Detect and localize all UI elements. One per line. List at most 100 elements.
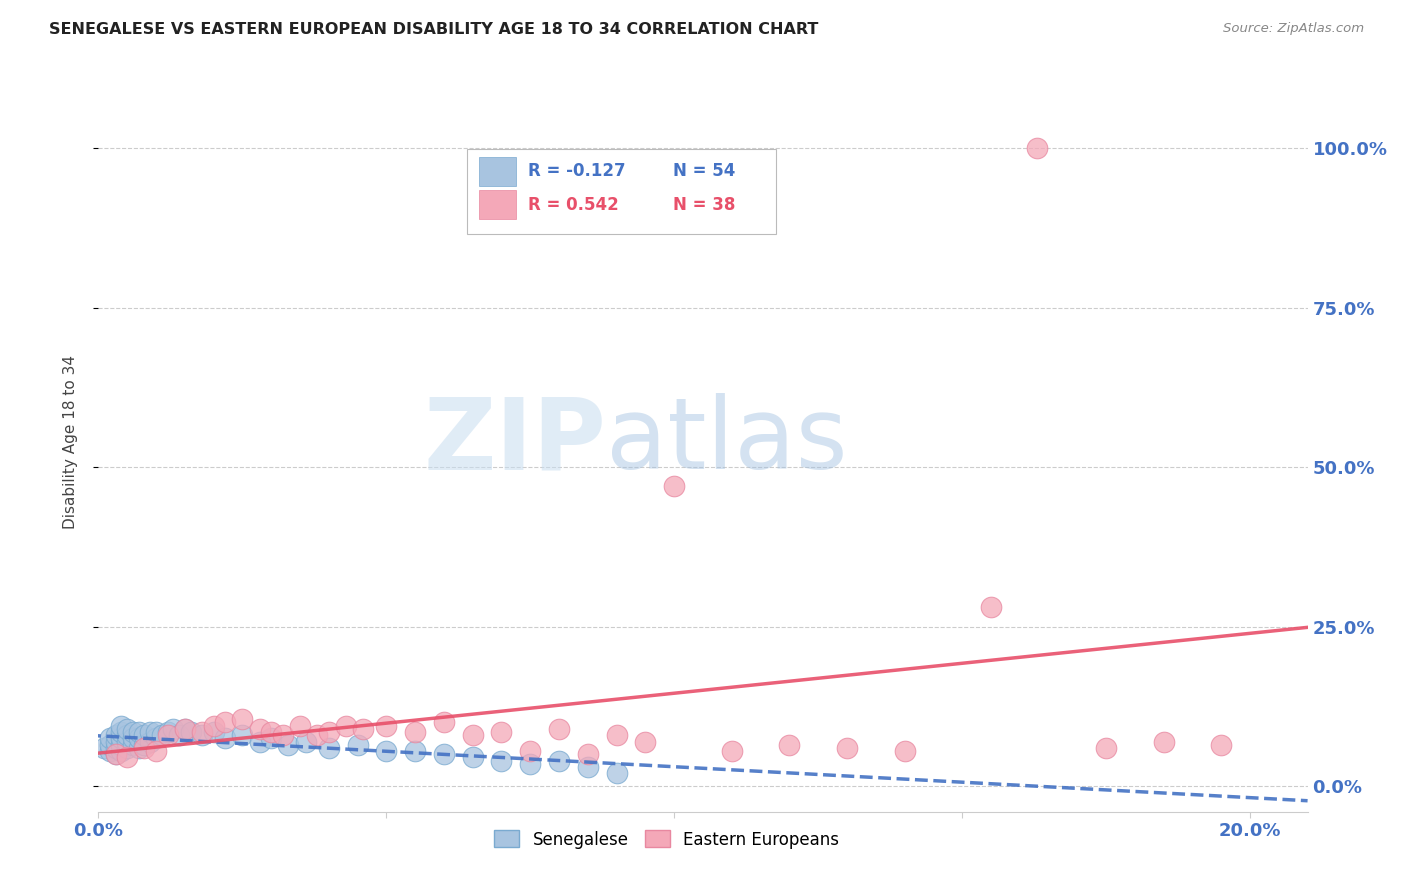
Point <box>104 734 127 748</box>
Point <box>433 715 456 730</box>
Point <box>128 725 150 739</box>
Point <box>576 747 599 762</box>
Text: R = -0.127: R = -0.127 <box>527 162 626 180</box>
Point <box>156 725 179 739</box>
Point <box>173 722 195 736</box>
Point <box>115 740 138 755</box>
Point <box>93 740 115 755</box>
Text: N = 54: N = 54 <box>672 162 735 180</box>
Point <box>346 738 368 752</box>
Point <box>110 731 132 746</box>
Point <box>191 725 214 739</box>
Point <box>277 738 299 752</box>
Point <box>1026 141 1049 155</box>
Point <box>180 725 202 739</box>
Point <box>352 722 374 736</box>
Text: R = 0.542: R = 0.542 <box>527 195 619 213</box>
Point <box>778 738 800 752</box>
Bar <box>479 190 516 219</box>
Point <box>214 731 236 746</box>
Point <box>318 740 340 755</box>
Point <box>122 738 145 752</box>
Point <box>150 728 173 742</box>
Point <box>606 766 628 780</box>
Point <box>115 722 138 736</box>
Point <box>519 744 541 758</box>
Point <box>115 734 138 748</box>
Point <box>231 712 253 726</box>
Point <box>134 740 156 755</box>
Point <box>260 725 283 739</box>
Point <box>1153 734 1175 748</box>
Point <box>548 722 571 736</box>
Point <box>128 731 150 746</box>
Legend: Senegalese, Eastern Europeans: Senegalese, Eastern Europeans <box>488 823 846 855</box>
Point <box>461 728 484 742</box>
Text: SENEGALESE VS EASTERN EUROPEAN DISABILITY AGE 18 TO 34 CORRELATION CHART: SENEGALESE VS EASTERN EUROPEAN DISABILIT… <box>49 22 818 37</box>
Point <box>98 744 121 758</box>
Point <box>307 728 329 742</box>
Text: Source: ZipAtlas.com: Source: ZipAtlas.com <box>1223 22 1364 36</box>
Point <box>893 744 915 758</box>
Point <box>271 728 294 742</box>
Point <box>634 734 657 748</box>
Point <box>110 744 132 758</box>
Point <box>202 718 225 732</box>
Point <box>162 722 184 736</box>
Point <box>491 754 513 768</box>
Point <box>167 728 190 742</box>
Bar <box>479 156 516 186</box>
Point <box>461 750 484 764</box>
Point <box>288 718 311 732</box>
Point <box>606 728 628 742</box>
Y-axis label: Disability Age 18 to 34: Disability Age 18 to 34 <box>63 354 77 529</box>
Point <box>134 738 156 752</box>
Point <box>375 744 398 758</box>
Point <box>576 760 599 774</box>
Point <box>191 728 214 742</box>
Point <box>260 731 283 746</box>
Point <box>122 731 145 746</box>
Point <box>433 747 456 762</box>
Point <box>115 728 138 742</box>
Point <box>104 747 127 762</box>
Point <box>139 725 162 739</box>
Point <box>1095 740 1118 755</box>
Point <box>249 722 271 736</box>
Text: atlas: atlas <box>606 393 848 490</box>
Point <box>104 740 127 755</box>
Text: N = 38: N = 38 <box>672 195 735 213</box>
Point <box>156 728 179 742</box>
Point <box>104 747 127 762</box>
Point <box>98 731 121 746</box>
Point <box>110 718 132 732</box>
Point <box>1211 738 1233 752</box>
Point <box>404 744 426 758</box>
Point <box>335 718 357 732</box>
Point <box>980 600 1002 615</box>
FancyBboxPatch shape <box>467 149 776 235</box>
Point <box>145 744 167 758</box>
Point <box>214 715 236 730</box>
Point <box>145 725 167 739</box>
Point <box>294 734 316 748</box>
Point <box>98 738 121 752</box>
Point <box>519 756 541 771</box>
Text: ZIP: ZIP <box>423 393 606 490</box>
Point <box>173 722 195 736</box>
Point <box>110 725 132 739</box>
Point <box>249 734 271 748</box>
Point <box>104 728 127 742</box>
Point <box>139 734 162 748</box>
Point <box>491 725 513 739</box>
Point <box>318 725 340 739</box>
Point <box>404 725 426 739</box>
Point <box>115 750 138 764</box>
Point <box>835 740 858 755</box>
Point <box>231 728 253 742</box>
Point <box>202 725 225 739</box>
Point <box>145 731 167 746</box>
Point <box>548 754 571 768</box>
Point <box>128 740 150 755</box>
Point <box>134 728 156 742</box>
